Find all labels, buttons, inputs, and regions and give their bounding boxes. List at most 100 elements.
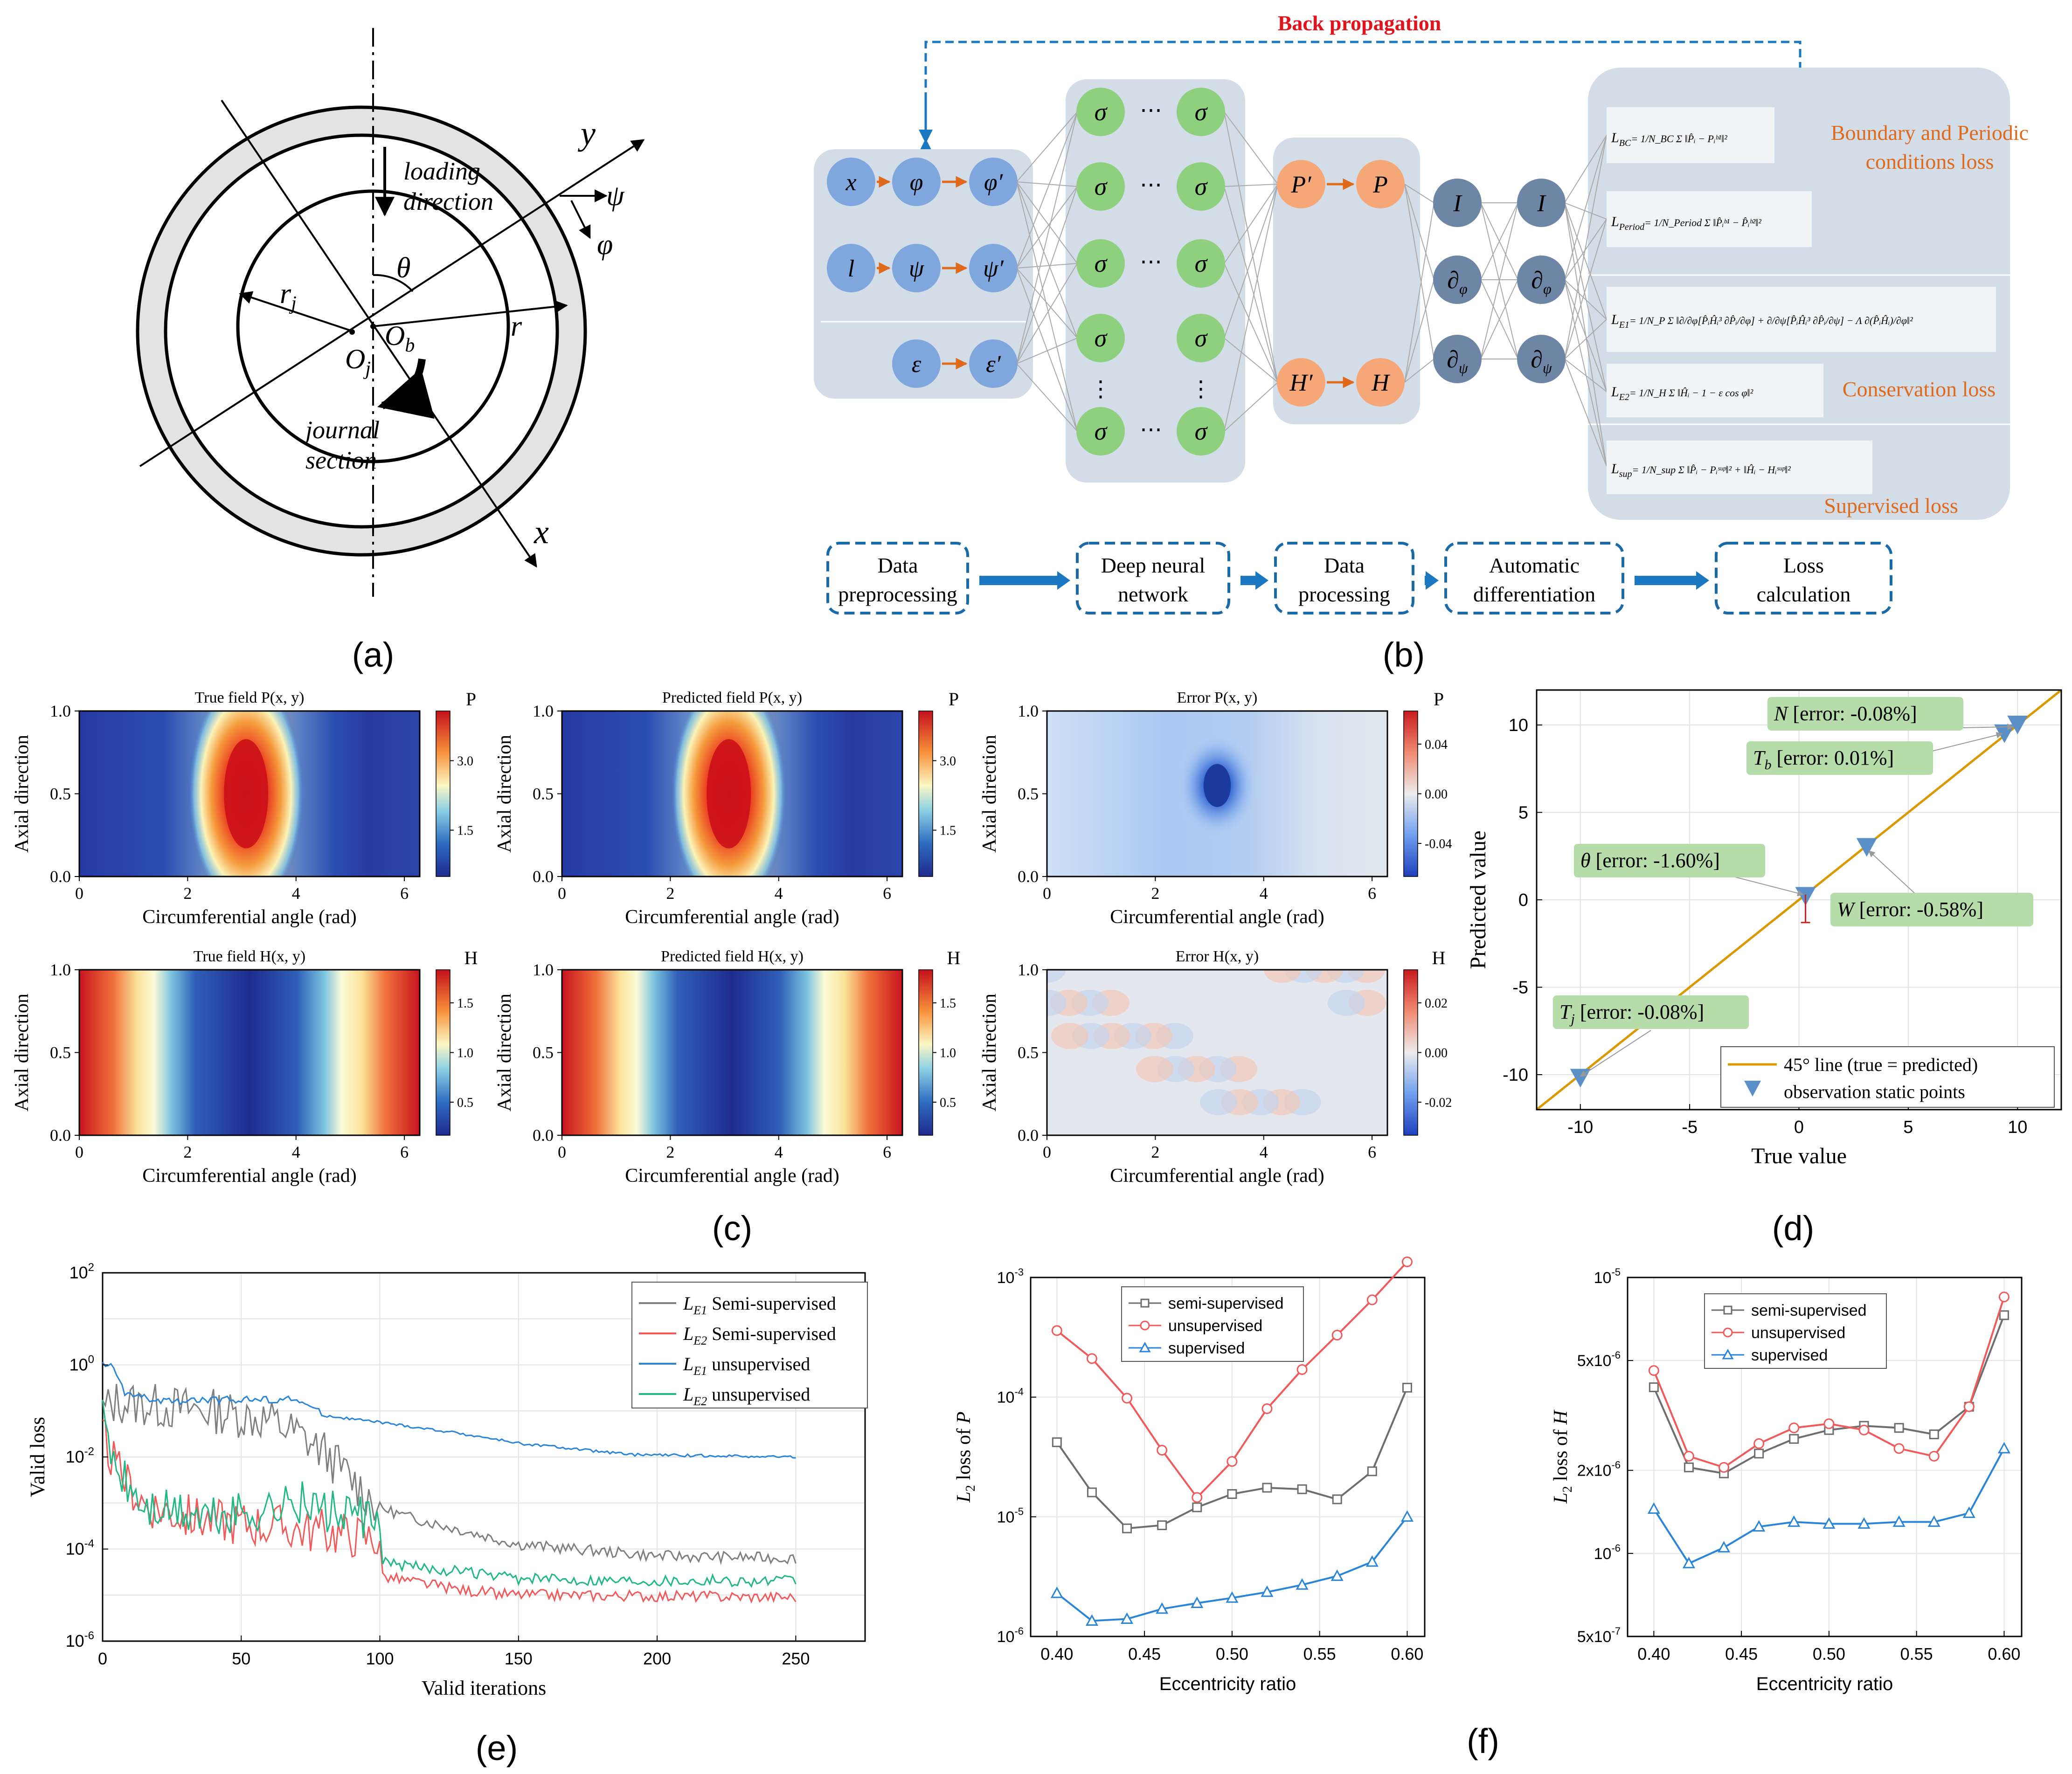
backprop-label: Back propagation <box>1278 11 1441 35</box>
x-tick: 6 <box>1368 884 1376 903</box>
pipeline-text-2: calculation <box>1757 582 1851 606</box>
colorbar-label: H <box>464 947 478 968</box>
x-tick: 0.60 <box>1391 1644 1423 1664</box>
pipeline-text-1: Loss <box>1783 553 1824 577</box>
y-tick: 0.0 <box>1018 1126 1039 1145</box>
processing-node-label: P′ <box>1290 172 1312 198</box>
data-point <box>1649 1382 1659 1393</box>
eq-le1: LE1= 1/N_P Σ ‖∂/∂φ[P̂ᵢĤᵢ³ ∂P̂ᵢ/∂φ] + ∂/∂… <box>1611 312 1913 330</box>
y-axis-label: Axial direction <box>494 994 515 1111</box>
data-point <box>1296 1364 1308 1375</box>
y-axis-label: L2 loss of H <box>1550 1409 1575 1504</box>
x-tick: 2 <box>183 1143 192 1161</box>
y-tick: 1.0 <box>533 960 554 979</box>
svg-text:W [error: -0.58%]: W [error: -0.58%] <box>1837 898 1983 921</box>
svg-text:Tb [error: 0.01%]: Tb [error: 0.01%] <box>1753 746 1894 773</box>
x-tick: 0.55 <box>1303 1644 1336 1664</box>
colorbar-tick: 1.5 <box>940 996 956 1011</box>
x-tick: 200 <box>643 1649 671 1668</box>
x-tick: 0.55 <box>1900 1644 1933 1664</box>
hidden-node <box>1177 88 1225 136</box>
input-node-label: φ <box>910 169 923 196</box>
hidden-node-label: σ <box>1195 324 1208 352</box>
y-tick: 100 <box>69 1353 94 1374</box>
data-point <box>1227 1456 1238 1467</box>
y-tick: 10-6 <box>997 1625 1024 1646</box>
legend <box>1704 1293 1887 1369</box>
y-axis-label: Axial direction <box>494 735 515 853</box>
y-tick: 0.5 <box>50 1043 71 1062</box>
y-axis-label: Axial direction <box>979 994 1000 1111</box>
x-tick: 6 <box>400 1143 409 1161</box>
data-point <box>1227 1489 1237 1499</box>
x-axis-label: Valid iterations <box>422 1677 547 1699</box>
x-tick: 0.60 <box>1988 1644 2020 1664</box>
legend-entry: semi-supervised <box>1751 1302 1867 1319</box>
y-tick: 10 <box>1509 716 1528 735</box>
colorbar-tick: 1.5 <box>457 824 473 838</box>
data-point <box>1823 1517 1836 1529</box>
input-node-label: ε′ <box>986 351 1001 378</box>
data-point <box>1192 1492 1203 1503</box>
y-tick: 10-3 <box>997 1266 1024 1287</box>
input-node-label: ψ <box>909 255 925 282</box>
hidden-node-label: σ <box>1095 249 1108 277</box>
colorbar <box>918 969 933 1136</box>
data-point <box>1927 1515 1940 1527</box>
diff-node-label: ∂ψ <box>1447 346 1469 376</box>
colorbar-label: H <box>947 947 961 968</box>
data-point <box>1085 1614 1098 1626</box>
x-axis-label: Circumferential angle (rad) <box>142 906 356 928</box>
input-node-label: l <box>848 255 854 282</box>
y-tick: 10-6 <box>1594 1542 1621 1563</box>
input-node <box>827 158 875 206</box>
data-point <box>1893 1443 1905 1454</box>
x-tick: 2 <box>183 884 192 903</box>
x-tick: 0 <box>1043 884 1051 903</box>
y-label: y <box>577 115 596 152</box>
colorbar-label: P <box>1434 689 1444 710</box>
heatmap-panel: Predicted field P(x, y) P 3.0 1.5 0 2 4 6 1.0 0.5… <box>494 689 959 928</box>
hidden-node <box>1177 407 1225 456</box>
y-axis-label: L2 loss of P <box>953 1412 978 1503</box>
heatmap-title: Predicted field P(x, y) <box>662 689 802 706</box>
colorbar-tick: 0.02 <box>1425 996 1448 1011</box>
x-tick: 6 <box>883 1143 891 1161</box>
x-tick: 4 <box>775 884 783 903</box>
x-tick: 6 <box>1368 1143 1376 1161</box>
x-axis-label: Circumferential angle (rad) <box>625 1165 839 1187</box>
input-node-label: φ′ <box>984 169 1004 196</box>
data-point <box>1929 1429 1939 1440</box>
hidden-dots: ⋯ <box>1140 249 1162 274</box>
data-point <box>1086 1353 1097 1364</box>
data-point <box>1156 1602 1169 1614</box>
panel-b-network: Back propagation x φ φ′ l ψ ψ′ ε ε′ σ σ ⋯ σ σ ⋯ σ σ ⋯ σ σ… <box>814 11 2029 614</box>
x-tick: 2 <box>1151 1143 1159 1161</box>
hidden-node-label: σ <box>1095 173 1108 200</box>
y-tick: 10-2 <box>66 1445 94 1466</box>
data-point <box>1157 1520 1167 1530</box>
hidden-node <box>1076 314 1125 362</box>
legend-marker: observation static points <box>1784 1081 1965 1102</box>
processing-block <box>1273 138 1420 424</box>
eq-lbc: LBC= 1/N_BC Σ ‖P̂ᵢ − Pᵢᵇ¹‖² <box>1611 130 1727 148</box>
data-point <box>1366 1294 1378 1305</box>
hidden-node-label: σ <box>1195 98 1208 126</box>
phi-label: φ <box>597 229 613 261</box>
x-tick: 0 <box>558 1143 566 1161</box>
data-point <box>1753 1520 1766 1532</box>
hidden-node-label: σ <box>1095 98 1108 126</box>
eq-lsup: Lsup= 1/N_sup Σ ‖P̂ᵢ − Pᵢˢᵘᵖ‖² + ‖Ĥᵢ − H… <box>1611 461 1791 479</box>
data-point <box>1928 1450 1940 1462</box>
loading-text-1: loading <box>403 157 480 185</box>
x-tick: 250 <box>782 1649 810 1668</box>
x-tick: 10 <box>2008 1118 2027 1137</box>
data-point <box>1683 1450 1694 1462</box>
hidden-dots: ⋯ <box>1140 417 1162 442</box>
data-point <box>1894 1423 1904 1433</box>
y-tick: 102 <box>69 1261 94 1282</box>
y-tick: 1.0 <box>533 702 554 720</box>
y-axis-label: Valid loss <box>26 1417 49 1497</box>
legend-line: 45° line (true = predicted) <box>1784 1054 1978 1075</box>
